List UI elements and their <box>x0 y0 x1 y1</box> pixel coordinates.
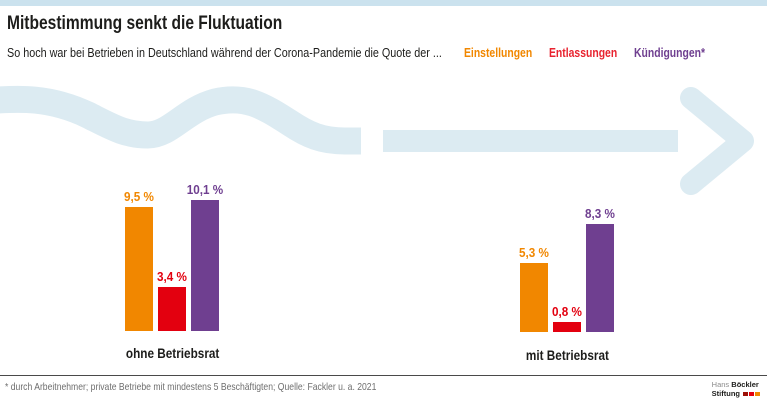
footer-divider <box>0 375 767 376</box>
legend-item-kuendigungen: Kündigungen* <box>634 45 706 60</box>
source-footnote: * durch Arbeitnehmer; private Betriebe m… <box>5 381 377 393</box>
bar-value-label: 0,8 % <box>552 304 582 319</box>
category-label-mit-betriebsrat: mit Betriebsrat <box>487 347 647 363</box>
bar-value-label: 10,1 % <box>186 182 224 197</box>
bar-value-label: 8,3 % <box>585 206 615 221</box>
bar-kuendigungen-mit: 8,3 % <box>585 206 615 332</box>
logo-stiftung-text: Stiftung <box>711 389 740 398</box>
bar-value-label: 5,3 % <box>519 245 549 260</box>
hans-boeckler-stiftung-logo: Hans Böckler Stiftung <box>712 380 760 398</box>
category-label-text: mit Betriebsrat <box>525 347 609 363</box>
bar-einstellungen-mit: 5,3 % <box>519 245 549 332</box>
logo-color-blocks-icon <box>743 391 760 396</box>
logo-hans-text: Hans <box>711 380 730 389</box>
bar-value-label: 3,4 % <box>157 269 187 284</box>
bar-entlassungen-ohne: 3,4 % <box>157 269 187 331</box>
arrow-shaft-shape <box>383 130 678 152</box>
legend-item-einstellungen: Einstellungen <box>464 45 533 60</box>
bar-kuendigungen-ohne: 10,1 % <box>187 182 223 331</box>
chart-subtitle: So hoch war bei Betrieben in Deutschland… <box>7 45 442 60</box>
bar-group-ohne-betriebsrat: 9,5 % 3,4 % 10,1 % <box>124 182 223 331</box>
logo-boeckler-text: Böckler <box>731 380 759 389</box>
bar-value-label: 9,5 % <box>124 189 154 204</box>
category-label-ohne-betriebsrat: ohne Betriebsrat <box>93 345 253 361</box>
top-accent-bar <box>0 0 767 6</box>
bar-group-mit-betriebsrat: 5,3 % 0,8 % 8,3 % <box>519 187 615 332</box>
bar-einstellungen-ohne: 9,5 % <box>124 189 154 331</box>
logo-line-1: Hans Böckler <box>712 380 760 389</box>
bar-entlassungen-mit: 0,8 % <box>552 304 582 332</box>
category-label-text: ohne Betriebsrat <box>126 345 220 361</box>
wave-arrow-decoration <box>0 85 754 195</box>
logo-line-2: Stiftung <box>712 389 760 398</box>
page-title: Mitbestimmung senkt die Fluktuation <box>7 13 283 34</box>
arrow-chevron-icon <box>680 87 754 195</box>
wave-ribbon-shape <box>0 85 361 155</box>
legend-item-entlassungen: Entlassungen <box>549 45 618 60</box>
